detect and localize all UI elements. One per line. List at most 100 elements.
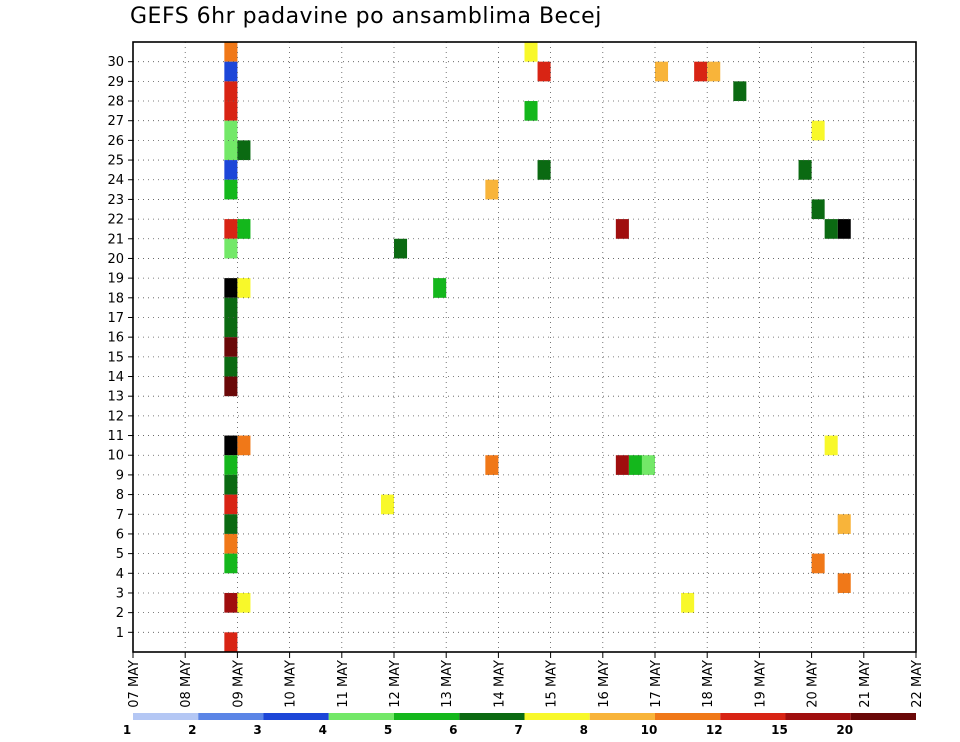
y-tick-label: 19 [107, 272, 124, 287]
y-tick-label: 11 [107, 429, 124, 444]
precip-cell [237, 592, 251, 613]
y-tick-label: 9 [116, 468, 124, 483]
precip-cell [537, 160, 551, 180]
y-tick-label: 17 [107, 311, 124, 326]
precip-cell [224, 238, 238, 259]
y-tick-label: 27 [107, 114, 124, 129]
colorbar-label: 5 [384, 723, 392, 737]
colorbar-label: 4 [319, 723, 327, 737]
y-tick-label: 23 [107, 193, 124, 208]
x-tick-label: 17 MAY [649, 660, 664, 708]
precip-cell [224, 592, 238, 613]
colorbar-label: 6 [449, 723, 457, 737]
colorbar-label: 15 [771, 723, 788, 737]
precip-cell [224, 632, 238, 652]
x-tick-label: 15 MAY [545, 660, 560, 708]
y-tick-label: 13 [107, 390, 124, 405]
y-tick-label: 24 [107, 173, 124, 188]
x-tick-label: 10 MAY [284, 660, 299, 708]
precip-cell [224, 160, 238, 180]
y-tick-label: 18 [107, 291, 124, 306]
colorbar-label: 2 [188, 723, 196, 737]
precip-cell [224, 376, 238, 397]
precip-cell [224, 42, 238, 62]
precip-cell [224, 297, 238, 318]
colorbar-swatch [394, 713, 460, 720]
x-tick-label: 07 MAY [127, 660, 142, 708]
x-tick-label: 20 MAY [806, 660, 821, 708]
precip-cell [485, 179, 499, 200]
precip-cell [237, 219, 251, 239]
precip-cell [615, 219, 629, 239]
y-tick-label: 21 [107, 232, 124, 247]
precip-cell [694, 61, 708, 82]
precip-cell [224, 533, 238, 554]
colorbar-swatch [328, 713, 394, 720]
x-tick-label: 08 MAY [179, 660, 194, 708]
y-tick-label: 30 [107, 55, 124, 70]
y-tick-label: 25 [107, 154, 124, 169]
precip-cell [524, 42, 538, 62]
x-tick-label: 18 MAY [701, 660, 716, 708]
colorbar-label: 10 [641, 723, 658, 737]
colorbar-label: 20 [836, 723, 853, 737]
x-tick-label: 12 MAY [388, 660, 403, 708]
precip-cell [524, 101, 538, 121]
colorbar-swatch [263, 713, 329, 720]
precip-cell [224, 61, 238, 82]
grid-layer [132, 42, 917, 652]
colorbar-label: 7 [514, 723, 522, 737]
x-tick-label: 16 MAY [597, 660, 612, 708]
precip-cell [224, 356, 238, 377]
y-tick-label: 14 [107, 370, 124, 385]
colorbar-swatch [850, 713, 916, 720]
colorbar-swatch [589, 713, 655, 720]
precip-cell [641, 455, 655, 475]
precip-cell [485, 455, 499, 475]
colorbar-label: 8 [580, 723, 588, 737]
precip-cell [224, 337, 238, 357]
colorbar-swatch [198, 713, 264, 720]
precip-cell [707, 61, 721, 82]
plot-frame [132, 41, 917, 653]
colorbar-label: 3 [253, 723, 261, 737]
precip-cell [224, 140, 238, 161]
y-tick-label: 12 [107, 409, 124, 424]
precip-cell [224, 179, 238, 200]
precip-cell [837, 573, 851, 593]
x-tick-label: 14 MAY [492, 660, 507, 708]
y-tick-label: 7 [116, 508, 124, 523]
colorbar-swatch [524, 713, 590, 720]
y-tick-label: 16 [107, 331, 124, 346]
y-tick-label: 8 [116, 488, 124, 503]
precip-cell [628, 455, 642, 475]
x-tick-label: 22 MAY [910, 660, 925, 708]
precip-cell [433, 278, 447, 298]
y-tick-label: 15 [107, 350, 124, 365]
precip-cell [224, 455, 238, 475]
precip-cell [811, 199, 825, 220]
precip-cell [224, 219, 238, 239]
cells-layer [224, 42, 851, 652]
precip-cell [837, 514, 851, 534]
colorbar-swatch [720, 713, 786, 720]
y-tick-label: 20 [107, 252, 124, 267]
y-tick-label: 6 [116, 527, 124, 542]
precip-cell [224, 278, 238, 298]
precip-cell [237, 435, 251, 456]
precip-cell [380, 494, 394, 515]
precip-cell [824, 435, 838, 456]
x-tick-label: 11 MAY [336, 660, 351, 708]
precip-cell [224, 317, 238, 338]
precip-cell [224, 494, 238, 515]
colorbar-swatch [459, 713, 525, 720]
precip-cell [733, 81, 747, 102]
precip-cell [224, 81, 238, 102]
precip-cell [681, 592, 695, 613]
precip-cell [655, 61, 669, 82]
colorbar-label: 12 [706, 723, 723, 737]
axes-layer: 1234567891011121314151617181920212223242… [107, 41, 925, 708]
y-tick-label: 5 [116, 547, 124, 562]
colorbar-label: 1 [123, 723, 131, 737]
